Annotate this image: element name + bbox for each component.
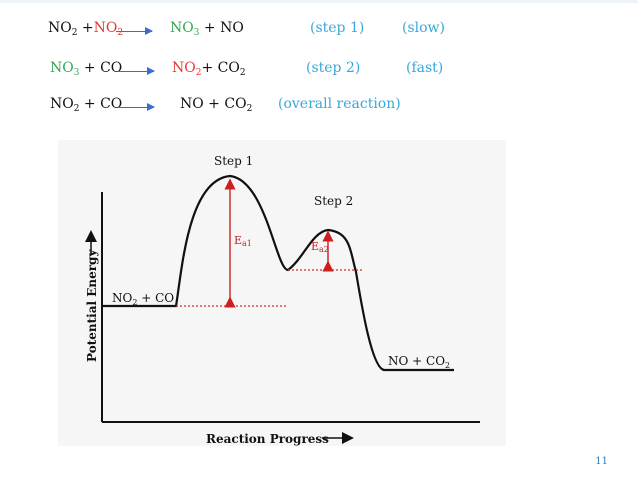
step2-products: NO2+ CO2 (172, 60, 246, 78)
reactant-main: NO (112, 291, 133, 305)
formula-text: NO (50, 60, 74, 76)
product-label: NO + CO2 (388, 354, 450, 370)
ea2-main: E (311, 240, 319, 253)
step1-label: Step 1 (214, 154, 253, 168)
plus-sign: + (77, 20, 94, 36)
step2-rate: (fast) (406, 60, 444, 76)
subscript: 2 (117, 28, 124, 38)
equation-step1: NO2 +NO2 NO3 + NO (step 1) (slow) (0, 20, 638, 40)
subscript: 3 (193, 28, 200, 38)
reactant-sub: 2 (132, 298, 137, 307)
subscript: 3 (73, 68, 80, 78)
ea2-sub: a2 (319, 245, 329, 254)
reaction-arrow (118, 67, 155, 75)
subscript: 2 (73, 104, 80, 114)
ea1-label: Ea1 (234, 234, 252, 248)
overall-products: NO + CO2 (180, 96, 253, 114)
overall-tag: (overall reaction) (278, 96, 401, 112)
step2-tag: (step 2) (306, 60, 361, 76)
y-axis-label: Potential Energy (85, 249, 99, 362)
header-rule (0, 0, 638, 3)
ea2-label: Ea2 (311, 240, 329, 254)
step1-tag: (step 1) (310, 20, 365, 36)
formula-text: NO (48, 20, 72, 36)
subscript: 2 (195, 68, 202, 78)
subscript: 2 (239, 68, 246, 78)
equation-overall: NO2 + CO NO + CO2 (overall reaction) (0, 96, 638, 116)
formula-text: + CO (79, 96, 123, 112)
slide-number: 11 (595, 456, 608, 467)
formula-text: + CO (79, 60, 123, 76)
reaction-arrow (118, 103, 155, 111)
formula-text: + CO (201, 60, 240, 76)
ea1-sub: a1 (242, 239, 252, 248)
step1-products: NO3 + NO (170, 20, 244, 38)
subscript: 2 (246, 104, 253, 114)
reactant-rest: + CO (137, 291, 174, 305)
step1-rate: (slow) (402, 20, 445, 36)
energy-diagram-svg: Potential Energy Reaction Progress Ea1 E… (85, 154, 480, 446)
formula-text: NO (50, 96, 74, 112)
energy-curve (102, 174, 454, 372)
subscript: 2 (71, 28, 78, 38)
energy-diagram: Potential Energy Reaction Progress Ea1 E… (58, 140, 506, 446)
step1-reactants: NO2 +NO2 (48, 20, 124, 38)
formula-text: + NO (199, 20, 244, 36)
product-main: NO + CO (388, 354, 445, 368)
x-axis-label: Reaction Progress (206, 432, 329, 446)
reactant-label: NO2 + CO (112, 291, 174, 307)
formula-text: NO (93, 20, 118, 36)
step2-label: Step 2 (314, 194, 353, 208)
ea1-main: E (234, 234, 242, 247)
reaction-arrow (116, 27, 153, 35)
formula-text: NO + CO (180, 96, 247, 112)
formula-text: NO (170, 20, 194, 36)
equation-step2: NO3 + CO NO2+ CO2 (step 2) (fast) (0, 60, 638, 80)
product-sub: 2 (445, 361, 450, 370)
formula-text: NO (172, 60, 196, 76)
overall-reactants: NO2 + CO (50, 96, 123, 114)
step2-reactants: NO3 + CO (50, 60, 123, 78)
